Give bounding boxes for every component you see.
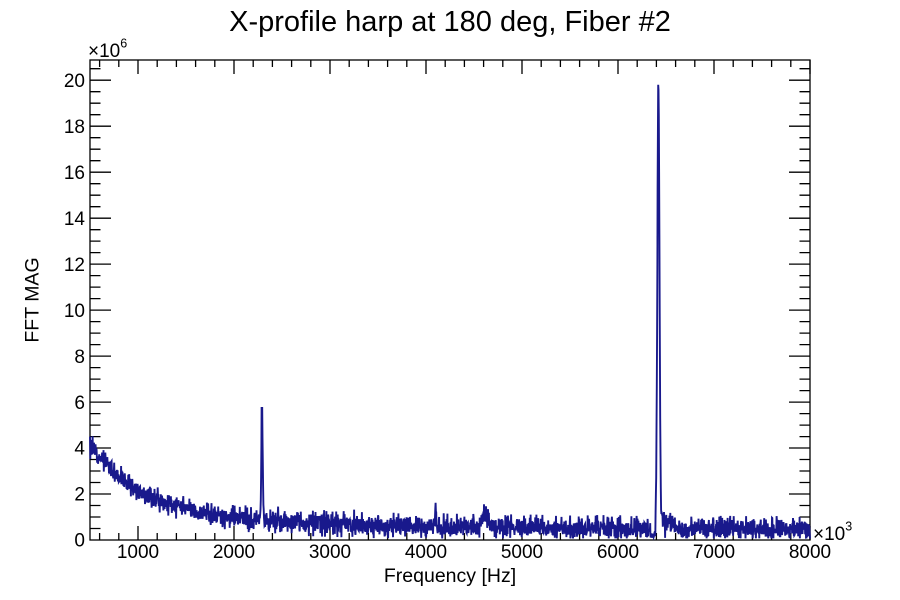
- svg-text:6: 6: [74, 393, 85, 414]
- svg-text:2: 2: [74, 485, 85, 506]
- svg-text:4: 4: [74, 439, 85, 460]
- svg-text:FFT MAG: FFT MAG: [22, 257, 44, 342]
- svg-text:20: 20: [64, 71, 85, 92]
- svg-text:X-profile harp at 180 deg, Fib: X-profile harp at 180 deg, Fiber #2: [229, 6, 671, 38]
- svg-text:18: 18: [64, 117, 85, 138]
- svg-text:7000: 7000: [693, 542, 735, 563]
- svg-text:6000: 6000: [597, 542, 639, 563]
- svg-text:5000: 5000: [501, 542, 543, 563]
- svg-text:3000: 3000: [309, 542, 351, 563]
- svg-text:2000: 2000: [213, 542, 255, 563]
- svg-text:10: 10: [64, 301, 85, 322]
- svg-text:12: 12: [64, 255, 85, 276]
- svg-text:16: 16: [64, 163, 85, 184]
- svg-text:4000: 4000: [405, 542, 447, 563]
- svg-text:Frequency [Hz]: Frequency [Hz]: [384, 565, 516, 587]
- svg-text:8: 8: [74, 347, 85, 368]
- svg-text:14: 14: [64, 209, 86, 230]
- svg-text:0: 0: [74, 531, 85, 552]
- svg-text:8000: 8000: [789, 542, 831, 563]
- svg-text:1000: 1000: [117, 542, 159, 563]
- svg-text:×103: ×103: [813, 520, 852, 546]
